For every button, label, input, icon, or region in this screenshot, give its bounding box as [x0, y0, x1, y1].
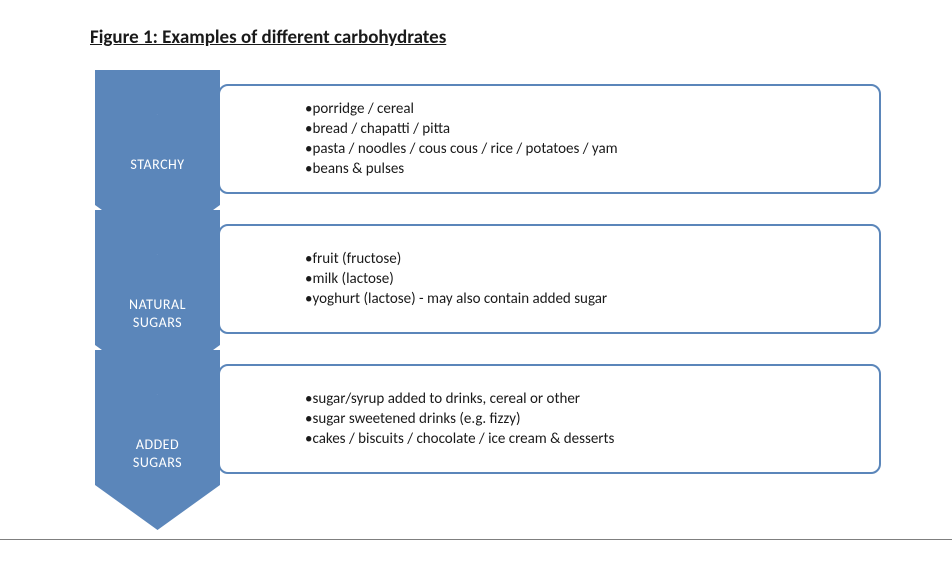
category-row: ADDED SUGARS sugar/syrup added to drinks…: [95, 350, 881, 490]
category-label: NATURAL SUGARS: [95, 296, 220, 331]
list-item: porridge / cereal: [305, 99, 863, 119]
category-content-box: sugar/syrup added to drinks, cereal or o…: [218, 364, 881, 474]
list-item: yoghurt (lactose) - may also contain add…: [305, 289, 863, 309]
category-label: STARCHY: [95, 156, 220, 174]
category-row: STARCHY porridge / cereal bread / chapat…: [95, 70, 881, 210]
list-item: pasta / noodles / cous cous / rice / pot…: [305, 139, 863, 159]
list-item: milk (lactose): [305, 269, 863, 289]
list-item: beans & pulses: [305, 159, 863, 179]
list-item: bread / chapatti / pitta: [305, 119, 863, 139]
category-content-box: porridge / cereal bread / chapatti / pit…: [218, 84, 881, 194]
category-label: ADDED SUGARS: [95, 436, 220, 471]
carbohydrate-diagram: STARCHY porridge / cereal bread / chapat…: [95, 70, 881, 490]
category-row: NATURAL SUGARS fruit (fructose) milk (la…: [95, 210, 881, 350]
list-item: sugar/syrup added to drinks, cereal or o…: [305, 389, 863, 409]
list-item: cakes / biscuits / chocolate / ice cream…: [305, 429, 863, 449]
chevron-shape: ADDED SUGARS: [95, 350, 220, 530]
footer-divider: [0, 539, 952, 540]
list-item: sugar sweetened drinks (e.g. fizzy): [305, 409, 863, 429]
figure-title: Figure 1: Examples of different carbohyd…: [90, 26, 446, 49]
category-content-box: fruit (fructose) milk (lactose) yoghurt …: [218, 224, 881, 334]
list-item: fruit (fructose): [305, 249, 863, 269]
